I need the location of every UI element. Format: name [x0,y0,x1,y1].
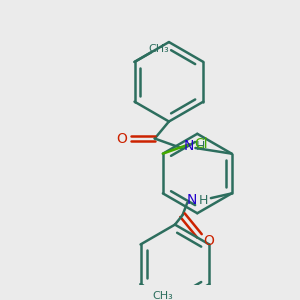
Text: Cl: Cl [194,137,208,151]
Text: CH₃: CH₃ [148,44,169,54]
Text: H: H [195,140,205,153]
Text: H: H [199,194,208,206]
Text: O: O [204,234,214,248]
Text: N: N [184,139,194,153]
Text: CH₃: CH₃ [152,290,173,300]
Text: O: O [116,131,127,146]
Text: N: N [187,193,197,207]
